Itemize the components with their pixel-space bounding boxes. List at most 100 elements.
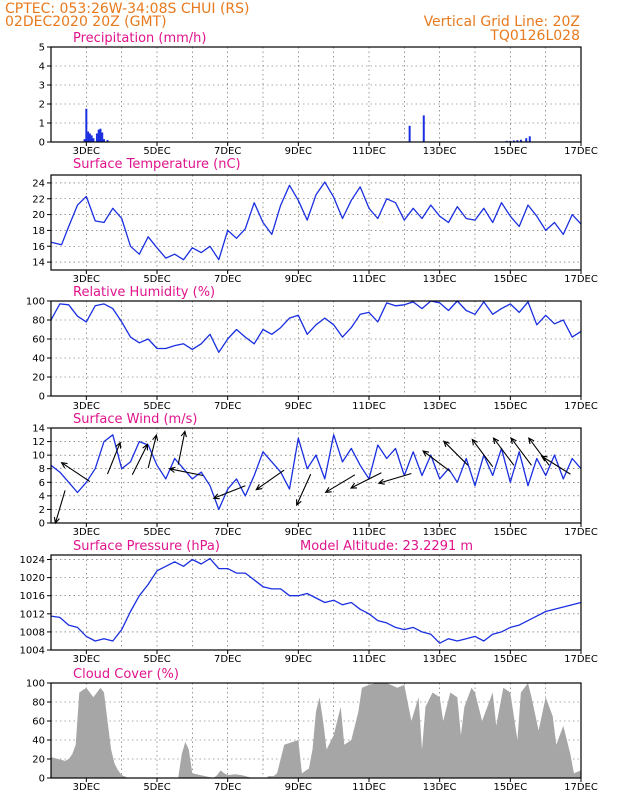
cloud-cover-area	[51, 683, 581, 778]
x-tick-label: 5DEC	[143, 654, 170, 665]
y-tick-label: 20	[32, 755, 45, 766]
wind-arrow	[60, 461, 91, 483]
x-tick-label: 15DEC	[493, 782, 527, 793]
series-line	[50, 434, 582, 511]
panel-annotation: Model Altitude: 23.2291 m	[300, 539, 473, 554]
x-tick-label: 17DEC	[564, 274, 598, 285]
x-tick-label: 11DEC	[352, 654, 386, 665]
x-tick-label: 13DEC	[423, 527, 457, 538]
x-tick-label: 11DEC	[352, 274, 386, 285]
x-tick-label: 15DEC	[493, 654, 527, 665]
y-tick-label: 6	[39, 478, 45, 489]
x-tick-label: 9DEC	[285, 274, 312, 285]
precip-bar	[528, 136, 531, 142]
y-tick-label: 20	[32, 210, 45, 221]
y-tick-label: 100	[26, 297, 45, 308]
wind-arrow	[177, 430, 187, 465]
x-tick-label: 15DEC	[493, 527, 527, 538]
panel-title: Surface Wind (m/s)	[73, 412, 197, 427]
wind-arrow	[528, 437, 550, 466]
y-tick-label: 12	[32, 437, 45, 448]
y-tick-label: 0	[39, 392, 45, 403]
wind-arrow	[53, 490, 66, 525]
y-tick-label: 80	[32, 698, 45, 709]
x-tick-label: 11DEC	[352, 146, 386, 157]
series-line	[50, 557, 582, 644]
y-tick-label: 14	[32, 424, 45, 435]
panel-title: Surface Temperature (nC)	[73, 157, 241, 172]
y-tick-label: 0	[39, 138, 45, 149]
panel-frame	[50, 46, 582, 143]
wind-arrow	[131, 443, 149, 476]
precip-bar	[525, 138, 528, 142]
wind-arrow	[540, 455, 571, 475]
panel-1: 0 1 2 3 4 5 3DEC 5DEC 7DEC 9DEC 11DEC 13DEC 15DEC 17D…	[39, 31, 598, 157]
x-tick-label: 7DEC	[214, 401, 241, 412]
wind-arrow	[377, 472, 412, 485]
x-tick-label: 9DEC	[285, 527, 312, 538]
x-tick-label: 17DEC	[564, 401, 598, 412]
y-tick-label: 40	[32, 736, 45, 747]
x-tick-label: 13DEC	[423, 401, 457, 412]
y-tick-label: 40	[32, 354, 45, 365]
wind-arrow	[296, 473, 312, 507]
x-tick-label: 17DEC	[564, 527, 598, 538]
y-tick-label: 22	[32, 194, 45, 205]
panel-frame	[50, 300, 582, 397]
x-tick-label: 5DEC	[143, 527, 170, 538]
x-tick-label: 13DEC	[423, 654, 457, 665]
y-tick-label: 0	[39, 519, 45, 530]
header-vgrid-label: Vertical Grid Line: 20Z	[424, 14, 580, 30]
x-tick-label: 9DEC	[285, 782, 312, 793]
wind-arrow	[442, 440, 469, 466]
series-line	[50, 300, 582, 353]
x-tick-label: 17DEC	[564, 146, 598, 157]
x-tick-label: 5DEC	[143, 401, 170, 412]
y-tick-label: 80	[32, 316, 45, 327]
panel-frame	[50, 554, 582, 651]
y-tick-label: 1016	[20, 591, 45, 602]
precip-bar	[92, 138, 95, 142]
y-tick-label: 16	[32, 242, 45, 253]
precip-bar	[106, 140, 109, 142]
panel-frame	[50, 174, 582, 271]
x-tick-label: 7DEC	[214, 146, 241, 157]
y-tick-label: 2	[39, 505, 45, 516]
header-station: CPTEC: 053:26W-34:08S CHUI (RS)	[5, 1, 250, 17]
x-tick-label: 3DEC	[73, 274, 100, 285]
panel-5: 1004 1008 1012 1016 1020 1024 3DEC 5DEC 7DEC 9DEC…	[20, 539, 598, 665]
y-tick-label: 0	[39, 774, 45, 785]
x-tick-label: 7DEC	[214, 527, 241, 538]
x-tick-label: 11DEC	[352, 782, 386, 793]
x-tick-label: 5DEC	[143, 274, 170, 285]
panel-title: Relative Humidity (%)	[73, 285, 215, 300]
precip-bar	[101, 132, 104, 142]
y-tick-label: 1008	[20, 627, 45, 638]
series-line	[50, 181, 582, 261]
x-tick-label: 7DEC	[214, 782, 241, 793]
y-tick-label: 5	[39, 43, 45, 54]
y-tick-label: 10	[32, 451, 45, 462]
x-tick-label: 7DEC	[214, 274, 241, 285]
precip-bar	[99, 128, 102, 142]
precip-bar	[512, 140, 515, 142]
wind-arrow	[106, 441, 122, 475]
wind-arrow	[324, 474, 356, 493]
y-tick-label: 4	[39, 62, 45, 73]
panel-2: 14 16 18 20 22 24 3DEC 5DEC 7DEC 9DEC 11DEC 13DEC 15…	[32, 157, 598, 285]
x-tick-label: 7DEC	[214, 654, 241, 665]
y-tick-label: 20	[32, 373, 45, 384]
x-tick-label: 13DEC	[423, 782, 457, 793]
y-tick-label: 3	[39, 81, 45, 92]
precip-bar	[83, 139, 86, 142]
y-tick-label: 4	[39, 491, 45, 502]
y-tick-label: 1024	[20, 555, 45, 566]
x-tick-label: 9DEC	[285, 401, 312, 412]
wind-arrow	[147, 433, 159, 469]
x-tick-label: 15DEC	[493, 401, 527, 412]
y-tick-label: 100	[26, 679, 45, 690]
panel-4: 0 2 4 6 8 10 12 14 3DEC 5DEC 7DEC 9DEC 11DEC 13DEC 15D…	[32, 412, 598, 538]
y-tick-label: 1004	[20, 646, 45, 657]
wind-arrow	[492, 437, 515, 466]
